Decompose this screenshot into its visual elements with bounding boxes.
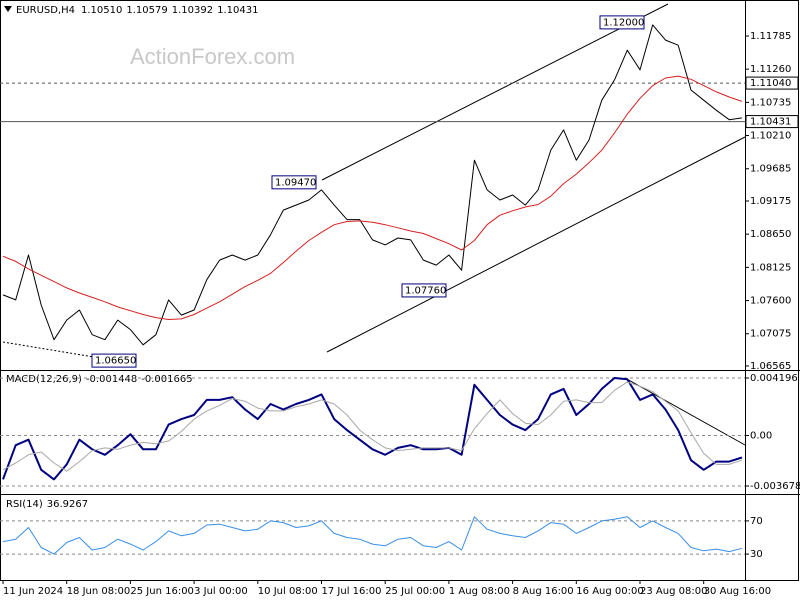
x-tick-label: 17 Jul 16:00 [322, 586, 382, 597]
y-tick-label: 1.09685 [750, 164, 791, 175]
series-line [2, 24, 742, 346]
level-annotation-box [91, 353, 137, 368]
level-annotation-box [599, 15, 645, 30]
y-tick-label: 30 [750, 549, 763, 560]
trendlines [2, 3, 746, 446]
y-tick-label: 70 [750, 516, 763, 527]
menu-icon [4, 6, 12, 12]
symbol: EURUSD,H4 [16, 5, 75, 16]
y-tick-label: 0.004196 [750, 373, 798, 384]
level-annotation: 1.12000 [603, 17, 644, 28]
macd-trendline [624, 377, 746, 446]
y-tick-label: 1.10210 [750, 131, 791, 142]
y-tick-label: 0.00 [750, 431, 772, 442]
macd-title: MACD(12,26,9) [6, 374, 82, 385]
price-tag-label: 1.11040 [750, 78, 791, 89]
macd-header: MACD(12,26,9) -0.001448 -0.001665 [6, 374, 193, 385]
rsi-reading: 36.9267 [47, 499, 88, 510]
y-tick-label: 1.07075 [750, 329, 791, 340]
x-tick-label: 11 Jun 2024 [3, 586, 63, 597]
level-annotation-box [271, 175, 317, 190]
series-line [2, 516, 743, 555]
x-tick-label: 30 Aug 16:00 [704, 586, 771, 597]
y-tick-label: 1.11260 [750, 64, 791, 75]
level-annotation: 1.06650 [95, 356, 136, 367]
series-line [2, 381, 743, 472]
channel-lower [326, 136, 746, 353]
macd-main: -0.001448 [86, 374, 137, 385]
y-tick-label: 1.09175 [750, 196, 791, 207]
trendline [2, 341, 101, 359]
level-annotation-box [401, 283, 447, 298]
y-tick-label: 1.07600 [750, 296, 791, 307]
price-tag [745, 115, 799, 129]
y-tick-label: 1.08125 [750, 262, 791, 273]
watermark: ActionForex.com [130, 44, 295, 69]
level-annotation: 1.09470 [275, 177, 316, 188]
channel-upper [321, 3, 669, 181]
rsi-header: RSI(14) 36.9267 [6, 499, 88, 510]
price-tag-label: 1.10431 [750, 117, 791, 128]
macd-signal: -0.001665 [141, 374, 192, 385]
y-tick-label: -0.003678 [750, 481, 800, 492]
x-tick-label: 8 Aug 16:00 [513, 586, 574, 597]
high: 1.10579 [126, 5, 167, 16]
frame-border [0, 0, 799, 581]
x-tick-label: 1 Aug 08:00 [449, 586, 510, 597]
x-tick-label: 25 Jun 16:00 [130, 586, 194, 597]
y-tick-label: 1.08650 [750, 229, 791, 240]
low: 1.10392 [172, 5, 213, 16]
x-tick-label: 23 Aug 08:00 [640, 586, 707, 597]
open: 1.10510 [81, 5, 122, 16]
level-annotation: 1.07760 [405, 285, 446, 296]
x-tick-label: 3 Jul 00:00 [194, 586, 248, 597]
price-tag [745, 76, 799, 90]
y-tick-label: 1.10735 [750, 97, 791, 108]
rsi-title: RSI(14) [6, 499, 43, 510]
x-tick-label: 25 Jul 00:00 [385, 586, 445, 597]
frame [0, 0, 800, 581]
x-tick-label: 18 Jun 08:00 [67, 586, 131, 597]
series-line [2, 75, 743, 320]
x-tick-label: 16 Aug 00:00 [576, 586, 643, 597]
x-tick-label: 10 Jul 08:00 [258, 586, 318, 597]
series-line [2, 377, 743, 481]
y-tick-label: 1.06565 [750, 361, 791, 372]
symbol-header: EURUSD,H4 1.10510 1.10579 1.10392 1.10431 [16, 5, 258, 16]
y-tick-label: 1.11785 [750, 31, 791, 42]
close: 1.10431 [217, 5, 258, 16]
